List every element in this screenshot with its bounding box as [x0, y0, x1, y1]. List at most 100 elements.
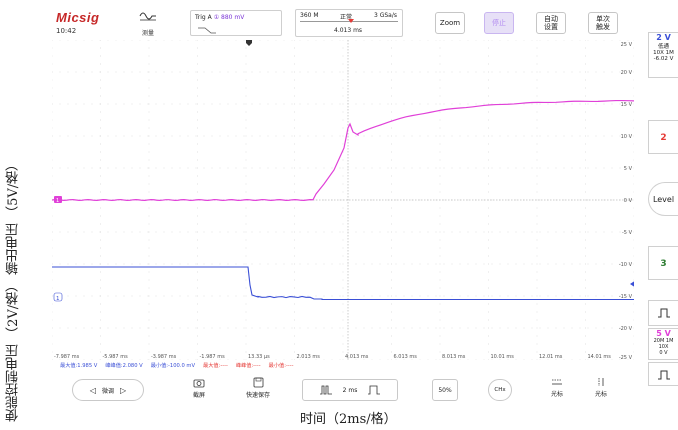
ch2-marker[interactable]	[53, 292, 63, 302]
ch1-marker[interactable]	[54, 196, 62, 203]
right-panel: 2 V 低通 10X 1M -6.02 V 2 Level 3 5 V 20M …	[648, 32, 678, 360]
ch2-min: 最小值:-100.0 mV	[150, 363, 196, 369]
fine-adjust-control[interactable]: ◁ 微调 ▷	[72, 379, 144, 401]
ch1-marker-label: 1	[56, 198, 59, 204]
cursor-horizontal-button[interactable]: 光标	[542, 377, 572, 398]
channel-2-button[interactable]: 2	[648, 120, 678, 154]
time-tick-label: 12.01 ms	[539, 354, 563, 360]
ch1-offset: 0 V	[659, 350, 668, 356]
left-arrow-icon[interactable]: ◁	[89, 385, 96, 395]
trigger-source: A	[207, 14, 212, 21]
cursor-vertical-button[interactable]: 光标	[586, 377, 616, 398]
voltage-scale: 25 V 20 V 15 V 10 V 5 V 0 V -5 V -10 V -15 V -20 …	[619, 42, 633, 360]
trigger-delay: 4.013 ms	[334, 27, 363, 34]
autoset-button[interactable]: 自动 设置	[536, 12, 566, 34]
ch2-filter: 低通	[657, 44, 669, 50]
time-tick-label: -7.987 ms	[54, 354, 80, 360]
ch2-max: 最大值:1.985 V	[60, 363, 98, 369]
ch2-impedance: 1M	[665, 50, 674, 56]
time-tick-label: 4.013 ms	[345, 354, 369, 360]
pulse-button-top[interactable]	[648, 300, 678, 326]
pulse-icon	[657, 308, 670, 318]
measurement-bar: 最大值:1.985 V 峰峰值:2.080 V 最小值:-100.0 mV 最大…	[52, 362, 634, 374]
scale-label: -10 V	[619, 262, 633, 268]
channel-3-button[interactable]: 3	[648, 246, 678, 280]
fifty-percent-button[interactable]: 50%	[432, 379, 458, 401]
ch2-probe: 10X	[653, 50, 664, 56]
right-arrow-icon[interactable]: ▷	[120, 385, 127, 395]
scale-label: -25 V	[619, 355, 633, 360]
trigger-position-marker	[348, 19, 354, 23]
time-tick-label: 13.33 μs	[248, 354, 270, 360]
ch1-probe: 10X	[658, 344, 669, 350]
cursor-horizontal-label: 光标	[550, 391, 563, 398]
time-tick-label: 10.01 ms	[491, 354, 515, 360]
scale-label: -5 V	[622, 230, 633, 236]
trigger-level-arrow[interactable]	[630, 280, 634, 288]
zoom-button[interactable]: Zoom	[435, 12, 465, 34]
ch2-peak-to-peak: 峰峰值:2.080 V	[105, 363, 143, 369]
stop-button[interactable]: 停止	[484, 12, 514, 34]
sample-rate: 3 GSa/s	[374, 12, 398, 19]
scale-label: 5 V	[624, 166, 633, 172]
screenshot-button[interactable]: 截屏	[184, 377, 214, 399]
scale-label: -20 V	[619, 326, 633, 332]
time-tick-label: 8.013 ms	[442, 354, 466, 360]
waveform-display[interactable]: 25 V 20 V 15 V 10 V 5 V 0 V -5 V -10 V -15 V -20 …	[52, 40, 634, 360]
ch1-bandwidth: 20M	[653, 338, 665, 344]
top-toolbar: Micsig 10:42 测量 Trig A ① 880 mV 360 M 正常…	[52, 8, 678, 40]
pulse-narrow-icon[interactable]	[319, 385, 333, 395]
memory-depth: 360 M	[300, 12, 319, 19]
pulse-button-bottom[interactable]	[648, 362, 678, 386]
chx-button[interactable]: CHx	[488, 379, 512, 401]
pulse-icon	[657, 370, 670, 380]
trigger-edge-icon	[198, 27, 216, 34]
ch2-offset: -6.02 V	[653, 56, 674, 62]
ch1-min: 最小值:----	[268, 363, 294, 369]
level-knob[interactable]: Level	[648, 182, 678, 216]
graticule	[52, 40, 634, 360]
scale-label: 20 V	[621, 70, 633, 76]
trigger-level: 880 mV	[221, 14, 245, 21]
ch1-scale: 5 V	[656, 329, 671, 338]
cursor-vertical-label: 光标	[594, 391, 607, 398]
bottom-toolbar: ◁ 微调 ▷ 截屏 快速保存 2 ms 50% CHx 光标 光标	[52, 375, 678, 405]
stop-label: 停止	[492, 18, 506, 27]
measure-button[interactable]: 测量	[132, 10, 164, 38]
acq-mode: 正常	[340, 14, 353, 21]
timebase-value: 2 ms	[342, 386, 358, 394]
timebase-control[interactable]: 2 ms	[302, 379, 398, 401]
time-tick-label: -3.987 ms	[151, 354, 177, 360]
trigger-time-marker[interactable]	[246, 40, 252, 46]
time-tick-label: 2.013 ms	[297, 354, 321, 360]
quick-save-button[interactable]: 快速保存	[240, 377, 276, 399]
trigger-panel[interactable]: Trig A ① 880 mV	[190, 10, 282, 36]
time-tick-label: -5.987 ms	[103, 354, 129, 360]
save-icon	[253, 377, 263, 388]
time-tick-label: 14.01 ms	[588, 354, 612, 360]
measure-label: 测量	[141, 30, 154, 37]
trigger-label: Trig	[195, 14, 206, 21]
scale-label: 10 V	[621, 134, 633, 140]
trigger-channel: ①	[213, 14, 220, 21]
ch2-settings[interactable]: 2 V 低通 10X 1M -6.02 V	[648, 32, 678, 78]
pulse-wide-icon[interactable]	[367, 385, 381, 395]
scale-label: -15 V	[619, 294, 633, 300]
ch2-scale: 2 V	[656, 33, 671, 42]
x-axis-label: 时间（2ms/格）	[300, 412, 397, 427]
vertical-cursor-icon	[598, 378, 604, 386]
single-trigger-button[interactable]: 单次 触发	[588, 12, 618, 34]
fine-adjust-label: 微调	[101, 387, 114, 395]
waveform-icon	[139, 12, 156, 21]
horizontal-cursor-icon	[552, 379, 562, 385]
screenshot-label: 截屏	[192, 392, 205, 399]
quick-save-label: 快速保存	[245, 392, 270, 399]
ch1-impedance: 1M	[665, 338, 674, 344]
ch1-peak-to-peak: 峰峰值:----	[235, 363, 261, 369]
camera-icon	[193, 379, 205, 388]
scale-label: 25 V	[621, 42, 633, 48]
ch1-settings[interactable]: 5 V 20M 1M 10X 0 V	[648, 328, 678, 360]
timebase-panel[interactable]: 360 M 正常 3 GSa/s 4.013 ms	[295, 9, 403, 37]
scale-label: 15 V	[621, 102, 633, 108]
time-tick-label: -1.987 ms	[200, 354, 226, 360]
